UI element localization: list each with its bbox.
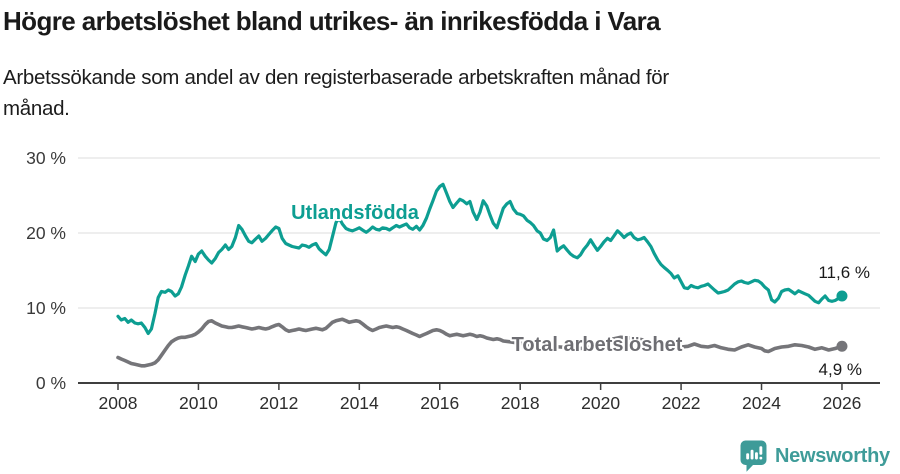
newsworthy-logo: Newsworthy [740,440,890,473]
chart-subtitle: Arbetssökande som andel av den registerb… [3,62,863,124]
x-tick-label-2008: 2008 [99,393,138,413]
x-tick-label-2016: 2016 [420,393,459,413]
end-value-total: 4,9 % [819,360,862,379]
end-dot-utlandsfodda [836,290,848,302]
gridlines [78,157,880,309]
bar-chart-glyph [746,446,763,460]
y-tick-label-0: 0 % [36,373,66,393]
x-tick-labels: 2008 2010 2012 2014 2016 2018 2020 2022 2024 2026 [99,393,862,413]
x-tick-label-2012: 2012 [259,393,298,413]
axis-ticks [117,383,843,390]
x-tick-label-2022: 2022 [662,393,701,413]
y-tick-label-30: 30 % [26,148,66,168]
x-tick-label-2014: 2014 [340,393,379,413]
series-line-utlandsfodda [116,182,844,336]
x-tick-label-2010: 2010 [179,393,218,413]
y-tick-label-20: 20 % [26,223,66,243]
x-tick-label-2024: 2024 [742,393,781,413]
end-dot-total [836,340,848,352]
series-label-utlandsfodda: Utlandsfödda [291,202,420,224]
newsworthy-wordmark: Newsworthy [775,445,890,467]
x-tick-label-2026: 2026 [822,393,861,413]
x-tick-label-2018: 2018 [501,393,540,413]
series-label-total: Total arbetslöshet [512,334,683,356]
series-end-dots [836,290,848,352]
series-lines [116,182,844,368]
series-line-total [116,317,844,368]
page-title: Högre arbetslöshet bland utrikes- än inr… [3,6,661,36]
y-tick-labels: 0 % 10 % 20 % 30 % [26,148,66,393]
subtitle-line-2: månad. [3,97,70,120]
newsworthy-icon [740,440,767,472]
y-tick-label-10: 10 % [26,298,66,318]
end-value-utlandsfodda: 11,6 % [818,263,870,282]
subtitle-line-1: Arbetssökande som andel av den registerb… [3,66,669,89]
x-tick-label-2020: 2020 [581,393,620,413]
